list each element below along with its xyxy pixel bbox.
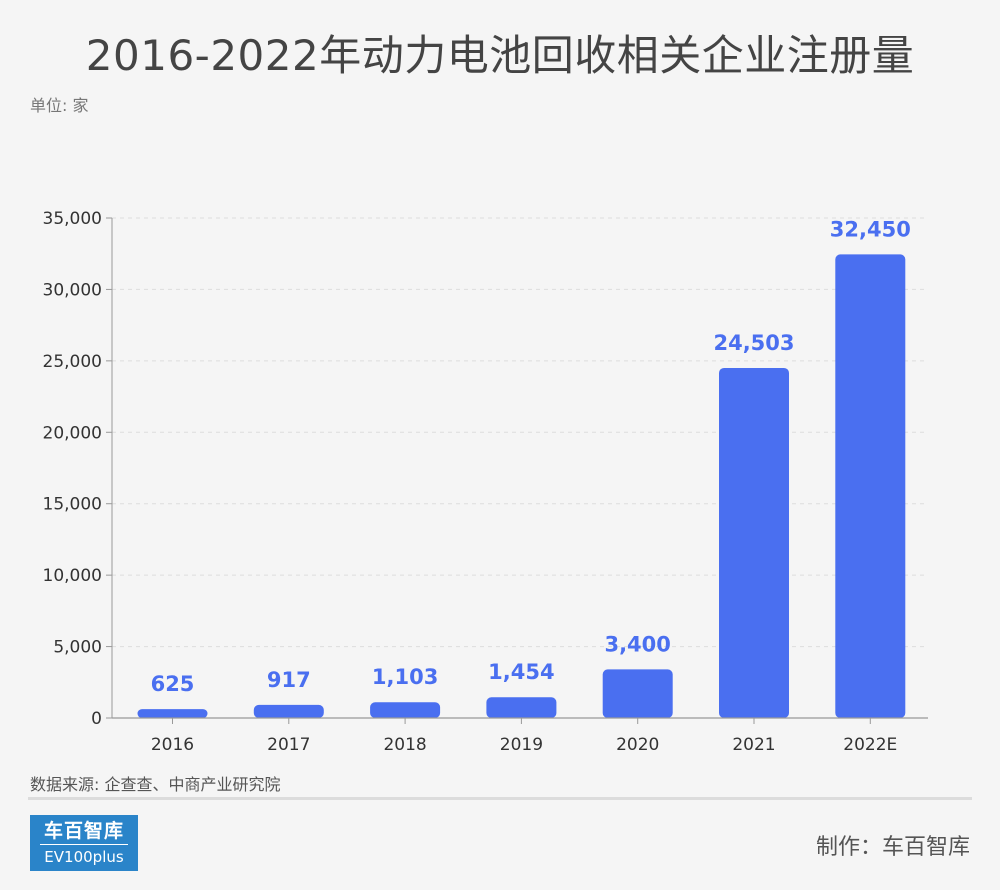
bar: [835, 254, 906, 718]
bar-value-label: 917: [267, 668, 311, 692]
y-tick-label: 15,000: [43, 495, 102, 515]
y-tick-label: 30,000: [43, 280, 102, 300]
x-tick-label: 2018: [383, 735, 426, 755]
bar: [370, 702, 441, 718]
x-tick-label: 2017: [267, 735, 310, 755]
credit-label: 制作：车百智库: [815, 835, 970, 860]
unit-label: 单位: 家: [30, 96, 89, 115]
bar-value-label: 3,400: [604, 632, 670, 656]
x-tick-label: 2020: [616, 735, 659, 755]
bar-value-label: 32,450: [830, 217, 911, 241]
y-tick-label: 25,000: [43, 352, 102, 372]
x-tick-label: 2021: [732, 735, 775, 755]
logo-text-cn: 车百智库: [43, 820, 124, 842]
data-source: 数据来源: 企查查、中商产业研究院: [30, 775, 281, 794]
bar-value-label: 24,503: [713, 331, 794, 355]
bar-value-label: 1,103: [372, 665, 438, 689]
y-tick-label: 35,000: [43, 209, 102, 229]
y-tick-label: 0: [91, 709, 102, 729]
bar: [253, 704, 324, 718]
bar: [137, 709, 208, 718]
x-tick-label: 2022E: [843, 735, 897, 755]
y-tick-label: 20,000: [43, 423, 102, 443]
bar: [719, 367, 789, 718]
brand-logo: 车百智库 EV100plus: [30, 815, 138, 871]
y-tick-label: 10,000: [43, 566, 102, 586]
bar: [486, 697, 557, 718]
x-tick-label: 2016: [151, 735, 194, 755]
footer-divider: [28, 797, 972, 800]
y-tick-label: 5,000: [53, 638, 102, 658]
chart-title: 2016-2022年动力电池回收相关企业注册量: [85, 31, 915, 80]
logo-rule: [40, 844, 128, 845]
bar-value-label: 625: [151, 672, 195, 696]
logo-text-en: EV100plus: [44, 848, 124, 866]
bar: [602, 669, 673, 718]
x-tick-label: 2019: [500, 735, 543, 755]
bar-value-label: 1,454: [488, 660, 554, 684]
